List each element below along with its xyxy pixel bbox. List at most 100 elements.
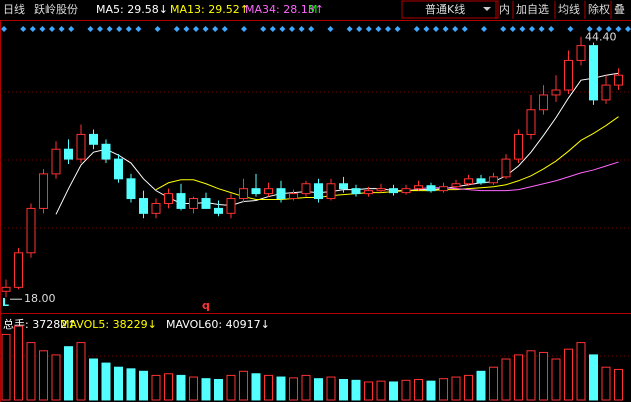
volume-bar (76, 342, 86, 401)
volume-bar (514, 354, 523, 401)
volume-bar (464, 374, 473, 401)
candle-body (14, 252, 23, 288)
toolbar-button[interactable]: 内 (499, 2, 510, 16)
volume-indicator: MAVOL60: 40917↓ (166, 318, 270, 331)
candle-body (89, 133, 98, 145)
signal-marker (39, 26, 46, 32)
volume-bar (101, 362, 111, 401)
period: 日线 (3, 2, 25, 16)
signal-marker (433, 26, 439, 32)
volume-bar (89, 358, 98, 401)
volume-bar (114, 366, 123, 401)
signal-marker (452, 26, 459, 32)
candle-body (464, 178, 473, 185)
candle-body (101, 143, 111, 160)
candle-body (489, 176, 498, 184)
low-label: 18.00 (24, 292, 56, 305)
volume-bar (214, 379, 223, 401)
signal-marker (356, 26, 363, 32)
volume-bar (601, 366, 611, 401)
candle-body (539, 94, 548, 111)
signal-marker (548, 26, 555, 32)
kline-select[interactable] (401, 0, 499, 19)
toolbar-button[interactable]: 除权 (588, 2, 610, 16)
volume-bar (551, 358, 561, 401)
volume-bar (39, 350, 48, 401)
volume-bar (126, 368, 136, 401)
volume-bar (201, 378, 211, 401)
toolbar-button[interactable]: 均线 (558, 2, 580, 16)
signal-marker (20, 26, 27, 32)
candle-body (201, 198, 211, 209)
signal-marker (509, 26, 516, 32)
candle-body (439, 186, 448, 192)
signal-marker (481, 26, 487, 32)
signal-marker (279, 26, 286, 32)
volume-bar (376, 380, 386, 401)
signal-marker (260, 26, 267, 32)
toolbar-button[interactable]: 叠 (614, 3, 625, 16)
volume-bar (251, 373, 261, 401)
candle-body (514, 133, 523, 160)
indicator: M (308, 3, 318, 16)
candle-body (614, 74, 623, 86)
stock-name: 跃岭股份 (34, 2, 78, 16)
candle-body (264, 188, 273, 195)
signal-marker (385, 26, 391, 32)
signal-marker (500, 26, 507, 32)
toolbar-button[interactable]: 普通K线 (425, 2, 465, 16)
signal-marker (625, 26, 631, 32)
toolbar-button[interactable]: 加自选 (516, 3, 549, 16)
candle-body (151, 202, 161, 214)
volume-bar (139, 370, 148, 401)
signal-marker (529, 26, 535, 32)
volume-bar (289, 377, 298, 401)
signal-marker (289, 26, 295, 32)
candle-body (414, 185, 423, 190)
candle-body (339, 183, 348, 190)
volume-bar (51, 354, 61, 401)
signal-marker (308, 26, 315, 32)
signal-marker (365, 26, 372, 32)
volume-bar (539, 351, 548, 401)
ma-line (55, 72, 619, 215)
volume-bar (64, 346, 73, 401)
volume-bar (589, 354, 598, 401)
candle-body (501, 158, 511, 178)
candle-body (239, 188, 248, 200)
ma-line (155, 116, 619, 201)
volume-bar (364, 381, 373, 401)
dropdown-arrow (483, 7, 491, 11)
candle-body (351, 188, 361, 195)
signal-marker (442, 26, 449, 32)
candle-body (39, 173, 48, 209)
signal-marker (346, 26, 353, 32)
signal-marker (586, 26, 593, 32)
signal-marker (269, 26, 276, 32)
indicator: MA5: 29.58↓ (96, 3, 168, 16)
signal-marker (413, 26, 420, 32)
candle-body (51, 148, 61, 175)
volume-bar (389, 381, 398, 401)
candle-body (114, 158, 123, 180)
signal-marker (106, 26, 113, 32)
signal-marker (173, 26, 180, 32)
candle-body (214, 207, 223, 214)
volume-bar (176, 374, 186, 401)
volume-bar (276, 376, 286, 401)
volume-bar (164, 373, 173, 401)
volume-bar (151, 374, 161, 401)
candle-body (276, 188, 286, 200)
candle-body (376, 188, 386, 192)
signal-marker (221, 26, 228, 32)
indicator: MA13: 29.52↑ (170, 3, 249, 16)
signal-marker (519, 26, 526, 32)
signal-marker (212, 26, 219, 32)
candle-body (64, 148, 73, 160)
volume-bar (451, 376, 461, 401)
candle-body (476, 178, 486, 184)
candle-body (164, 193, 173, 204)
candle-body (564, 59, 573, 91)
